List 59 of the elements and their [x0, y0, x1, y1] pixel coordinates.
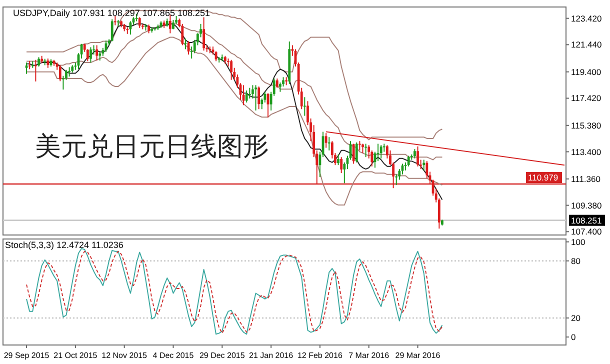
- candlestick: [58, 64, 62, 82]
- candlestick: [138, 16, 141, 28]
- candlestick: [248, 87, 251, 99]
- x-tick-label: 29 Mar 2016: [395, 351, 441, 360]
- x-tick-label: 12 Feb 2016: [297, 351, 343, 360]
- candlestick: [202, 16, 206, 52]
- x-tick-label: 4 Dec 2015: [152, 351, 194, 360]
- y-tick-label: 117.420: [571, 93, 602, 104]
- candlestick: [352, 143, 355, 164]
- candlestick: [258, 86, 260, 110]
- candlestick: [340, 156, 343, 174]
- x-tick-label: 21 Jan 2016: [249, 351, 294, 360]
- candlestick: [337, 154, 340, 166]
- candlestick: [245, 90, 248, 103]
- candlestick: [114, 15, 116, 26]
- y-tick-label: 121.440: [571, 40, 602, 50]
- y-tick-label: 115.380: [571, 120, 602, 130]
- candlestick: [92, 44, 95, 56]
- y-tick-label: 100: [571, 236, 586, 247]
- candlestick: [355, 142, 358, 163]
- candlestick: [230, 59, 233, 80]
- y-tick-label: 80: [571, 256, 581, 266]
- y-tick-label: 119.400: [571, 66, 602, 77]
- candlestick: [276, 78, 278, 88]
- candlestick: [364, 143, 367, 158]
- y-tick-label: 20: [571, 312, 581, 323]
- x-tick-label: 21 Oct 2015: [54, 351, 98, 360]
- candlestick: [328, 136, 330, 151]
- annotation: 美元兑日元日线图形: [35, 132, 269, 162]
- candlestick: [110, 18, 114, 42]
- x-tick-label: 12 Nov 2015: [102, 351, 148, 360]
- candlestick: [68, 66, 71, 78]
- candlestick: [407, 155, 410, 167]
- x-tick-label: 29 Dec 2015: [199, 351, 246, 360]
- candlestick: [38, 56, 40, 68]
- y-tick-label: 111.360: [571, 174, 601, 184]
- y-tick-label: 109.380: [571, 200, 602, 210]
- ref-line-label: 110.979: [528, 172, 558, 183]
- candlestick: [422, 159, 426, 171]
- x-tick-label: 29 Sep 2015: [4, 351, 50, 360]
- y-tick-label: 123.420: [571, 13, 602, 24]
- y-tick-label: 0: [571, 332, 576, 342]
- candlestick: [362, 143, 364, 154]
- chart-title: Stoch(5,3,3) 12.4724 11.0236: [5, 240, 124, 250]
- x-tick-label: 7 Mar 2016: [348, 351, 390, 360]
- candlestick: [96, 44, 98, 62]
- candlestick: [414, 148, 416, 159]
- y-tick-label: 113.400: [571, 146, 602, 157]
- candlestick: [46, 58, 50, 68]
- ref-line-label: 108.251: [571, 215, 602, 226]
- candlestick: [358, 140, 361, 151]
- chart-title: USDJPY,Daily 107.931 108.297 107.865 108.251: [13, 8, 210, 18]
- candlestick: [34, 59, 37, 82]
- candlestick: [303, 96, 306, 116]
- candlestick: [90, 46, 92, 64]
- y-tick-label: 107.400: [571, 226, 602, 237]
- candlestick: [380, 144, 382, 159]
- candlestick: [254, 84, 257, 111]
- candlestick: [129, 20, 132, 36]
